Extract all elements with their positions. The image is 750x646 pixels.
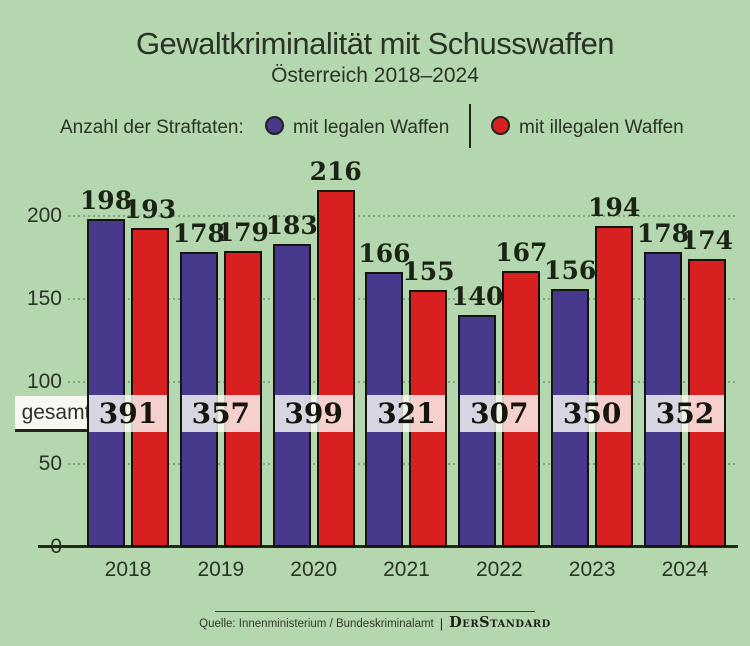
total-badge-2022: 307: [460, 395, 539, 432]
totals-row-label: gesamt: [15, 396, 97, 432]
bar-value-legal-2024: 178: [636, 219, 690, 249]
bar-value-illegal-2022: 167: [495, 237, 548, 267]
legend-item-legal: mit legalen Waffen: [293, 117, 450, 138]
bar-value-legal-2022: 140: [451, 282, 504, 312]
bar-illegal-2020: [316, 189, 355, 547]
legend-item-illegal: mit illegalen Waffen: [519, 117, 684, 138]
bar-value-legal-2021: 166: [358, 239, 411, 269]
legend-swatch-legal: [265, 116, 284, 135]
y-tick-label-200: 200: [26, 204, 62, 227]
bar-legal-2018: [87, 219, 125, 547]
bar-value-legal-2020: 183: [265, 211, 318, 241]
bar-value-legal-2018: 198: [79, 186, 133, 216]
y-tick-label-150: 150: [26, 286, 62, 310]
y-tick-label-0: 0: [50, 535, 62, 558]
bar-value-illegal-2020: 216: [309, 156, 362, 186]
total-badge-2018: 391: [89, 395, 167, 432]
total-badge-2024: 352: [645, 395, 724, 432]
total-badge-2021: 321: [367, 395, 446, 432]
chart-subtitle: Österreich 2018–2024: [271, 64, 479, 87]
legend-divider: [469, 104, 471, 148]
footer-separator: |: [439, 616, 444, 631]
legend-swatch-illegal: [491, 116, 510, 135]
x-axis-label-2023: 2023: [568, 558, 616, 581]
total-badge-2023: 350: [553, 395, 632, 432]
x-axis-label-2024: 2024: [661, 558, 709, 581]
footer-rule: [215, 611, 535, 612]
gridline-200: [68, 215, 738, 217]
x-axis-label-2018: 2018: [104, 558, 152, 581]
bar-value-legal-2023: 156: [544, 255, 597, 285]
y-tick-label-50: 50: [38, 452, 62, 476]
bar-value-illegal-2018: 193: [123, 194, 177, 224]
total-badge-2019: 357: [181, 395, 260, 432]
y-tick-label-100: 100: [26, 369, 62, 393]
bar-value-illegal-2019: 179: [216, 217, 269, 247]
x-axis-label-2019: 2019: [197, 558, 245, 581]
bar-value-illegal-2021: 155: [402, 257, 455, 287]
brand-logo: DerStandard: [449, 614, 551, 631]
total-badge-2020: 399: [274, 395, 353, 432]
footer: Quelle: Innenministerium / Bundeskrimina…: [0, 614, 750, 631]
source-text: Quelle: Innenministerium / Bundeskrimina…: [199, 618, 434, 630]
bar-illegal-2023: [595, 225, 634, 547]
legend-caption: Anzahl der Straftaten:: [60, 117, 244, 138]
bar-value-illegal-2024: 174: [680, 226, 734, 256]
x-axis-label-2021: 2021: [383, 558, 430, 581]
bar-value-illegal-2023: 194: [588, 192, 641, 222]
bar-value-legal-2019: 178: [172, 219, 225, 249]
x-axis-label-2022: 2022: [475, 558, 523, 581]
chart-title: Gewaltkriminalität mit Schusswaffen: [135, 26, 615, 61]
bar-illegal-2018: [131, 227, 169, 547]
x-axis-label-2020: 2020: [290, 558, 338, 581]
